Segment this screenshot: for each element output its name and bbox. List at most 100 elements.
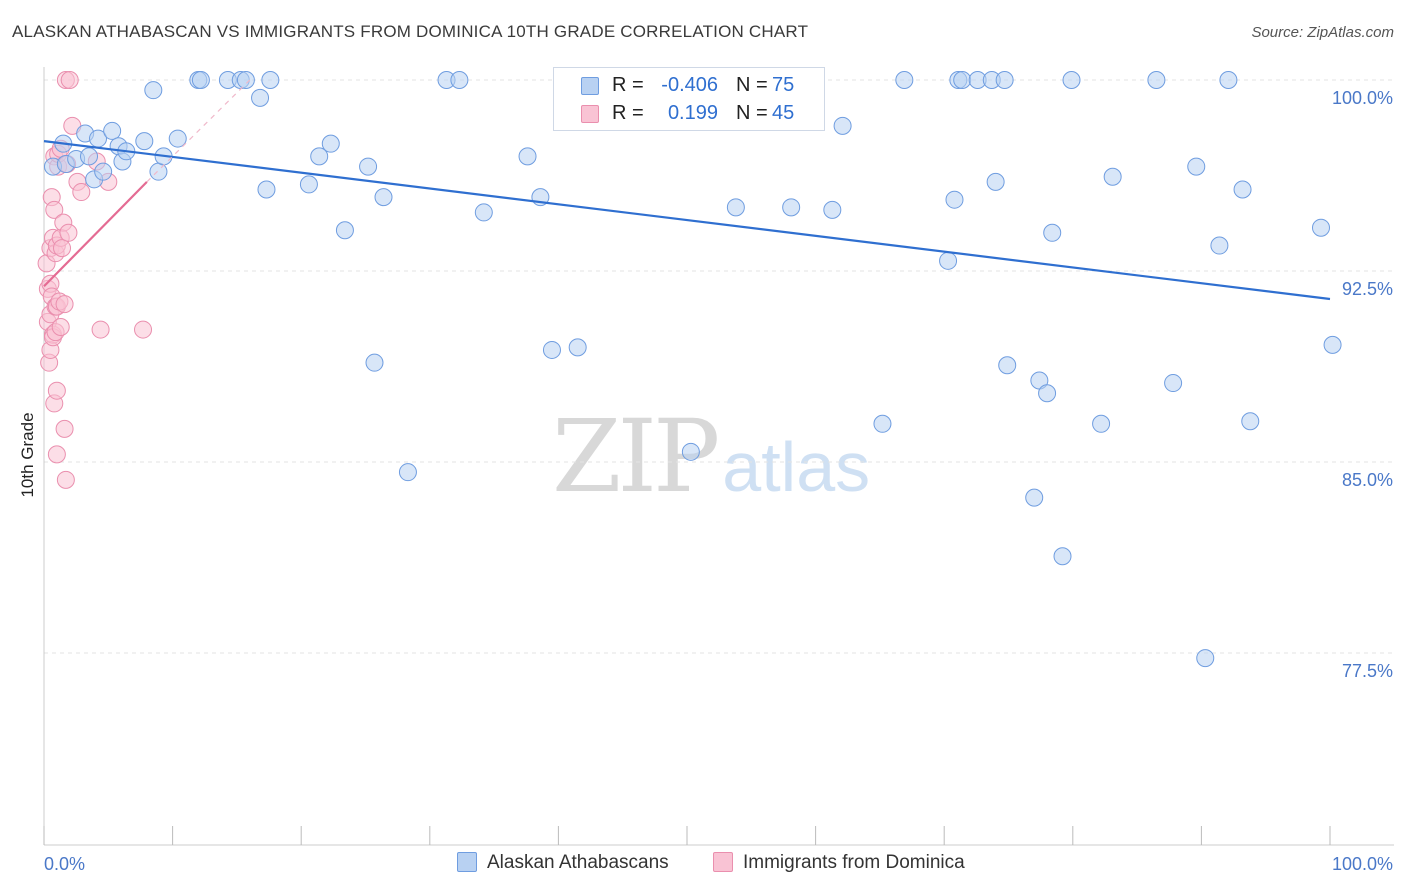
watermark: ZIPatlas	[552, 398, 870, 515]
athabascan-point	[1311, 218, 1330, 237]
athabascan-point	[986, 172, 1005, 191]
legend-n-value: 45	[772, 102, 795, 124]
athabascan-point	[374, 188, 393, 207]
legend-label-dominica: Immigrants from Dominica	[743, 852, 965, 873]
athabascan-point	[681, 442, 700, 461]
athabascan-point	[939, 251, 958, 270]
athabascan-trendline	[43, 140, 1331, 301]
athabascan-point	[1219, 71, 1238, 89]
athabascan-point	[144, 81, 163, 100]
athabascan-point	[321, 134, 340, 153]
dominica-trendline-extension	[146, 79, 251, 183]
dominica-point	[60, 71, 79, 89]
athabascan-point	[995, 71, 1014, 89]
athabascan-point	[1062, 71, 1081, 89]
dominica-point	[47, 445, 66, 464]
legend-row-athabascan: R = -0.406 N = 75	[554, 71, 824, 101]
athabascan-point	[542, 340, 561, 359]
athabascan-point	[1092, 414, 1111, 433]
athabascan-point	[398, 463, 417, 482]
athabascan-point	[1323, 335, 1342, 354]
athabascan-point	[833, 116, 852, 135]
athabascan-point	[1187, 157, 1206, 176]
athabascan-point	[450, 71, 469, 89]
athabascan-point	[365, 353, 384, 372]
dominica-point	[51, 318, 70, 337]
legend-r-value: -0.406	[661, 74, 718, 96]
athabascan-point	[310, 147, 329, 166]
dominica-point	[45, 200, 64, 219]
athabascan-point	[1233, 180, 1252, 199]
athabascan-point	[236, 71, 255, 89]
athabascan-point	[518, 147, 537, 166]
athabascan-point	[1038, 384, 1057, 403]
athabascan-point	[873, 414, 892, 433]
dominica-point	[72, 183, 91, 202]
athabascan-point	[299, 175, 318, 194]
athabascan-point	[945, 190, 964, 209]
series-legend: Alaskan Athabascans Immigrants from Domi…	[0, 852, 1406, 878]
dominica-point	[56, 470, 75, 489]
athabascan-point	[1053, 547, 1072, 566]
athabascan-point	[103, 121, 122, 140]
legend-label-athabascan: Alaskan Athabascans	[487, 852, 669, 873]
legend-swatch-dominica	[713, 852, 733, 872]
legend-swatch-dominica	[581, 105, 599, 123]
athabascan-point	[823, 200, 842, 219]
legend-r-label: R =	[612, 74, 644, 96]
athabascan-point	[80, 147, 99, 166]
dominica-point	[59, 223, 78, 242]
dominica-point	[55, 295, 74, 314]
legend-n-label: N =	[736, 102, 768, 124]
legend-r-label: R =	[612, 102, 644, 124]
legend-r-value: 0.199	[667, 102, 718, 124]
x-tick-label: 100.0%	[1332, 854, 1393, 874]
legend-item-dominica: Immigrants from Dominica	[713, 852, 965, 874]
y-tick-label: 85.0%	[1342, 470, 1393, 490]
dominica-point	[55, 419, 74, 438]
athabascan-point	[1043, 223, 1062, 242]
athabascan-point	[953, 71, 972, 89]
athabascan-point	[168, 129, 187, 148]
y-tick-label: 100.0%	[1332, 88, 1393, 108]
y-tick-label: 92.5%	[1342, 279, 1393, 299]
athabascan-point	[1164, 374, 1183, 393]
dominica-point	[47, 381, 66, 400]
dominica-trendline	[43, 181, 148, 288]
chart-title: ALASKAN ATHABASCAN VS IMMIGRANTS FROM DO…	[12, 22, 809, 41]
athabascan-point	[998, 356, 1017, 375]
athabascan-point	[251, 88, 270, 107]
athabascan-point	[474, 203, 493, 222]
athabascan-point	[1025, 488, 1044, 507]
dominica-point	[91, 320, 110, 339]
athabascan-point	[782, 198, 801, 217]
athabascan-point	[191, 71, 210, 89]
athabascan-point	[1103, 167, 1122, 186]
athabascan-point	[1196, 649, 1215, 668]
legend-row-dominica: R = 0.199 N = 45	[554, 99, 824, 129]
legend-swatch-athabascan	[457, 852, 477, 872]
athabascan-point	[1241, 412, 1260, 431]
athabascan-point	[335, 221, 354, 240]
source-credit: Source: ZipAtlas.com	[1251, 24, 1394, 41]
y-axis-label: 10th Grade	[18, 412, 37, 497]
dominica-point	[53, 239, 72, 258]
dominica-point	[134, 320, 153, 339]
athabascan-point	[94, 162, 113, 181]
athabascan-point	[1147, 71, 1166, 89]
legend-item-athabascan: Alaskan Athabascans	[457, 852, 669, 874]
athabascan-point	[261, 71, 280, 89]
legend-n-value: 75	[772, 74, 795, 96]
x-tick-label: 0.0%	[44, 854, 85, 874]
watermark-atlas: atlas	[722, 428, 871, 506]
legend-n-label: N =	[736, 74, 768, 96]
athabascan-point	[359, 157, 378, 176]
legend-swatch-athabascan	[581, 77, 599, 95]
athabascan-point	[895, 71, 914, 89]
athabascan-point	[149, 162, 168, 181]
athabascan-point	[257, 180, 276, 199]
athabascan-point	[726, 198, 745, 217]
stats-legend: R = -0.406 N = 75 R = 0.199 N = 45	[553, 67, 825, 131]
athabascan-point	[1210, 236, 1229, 255]
